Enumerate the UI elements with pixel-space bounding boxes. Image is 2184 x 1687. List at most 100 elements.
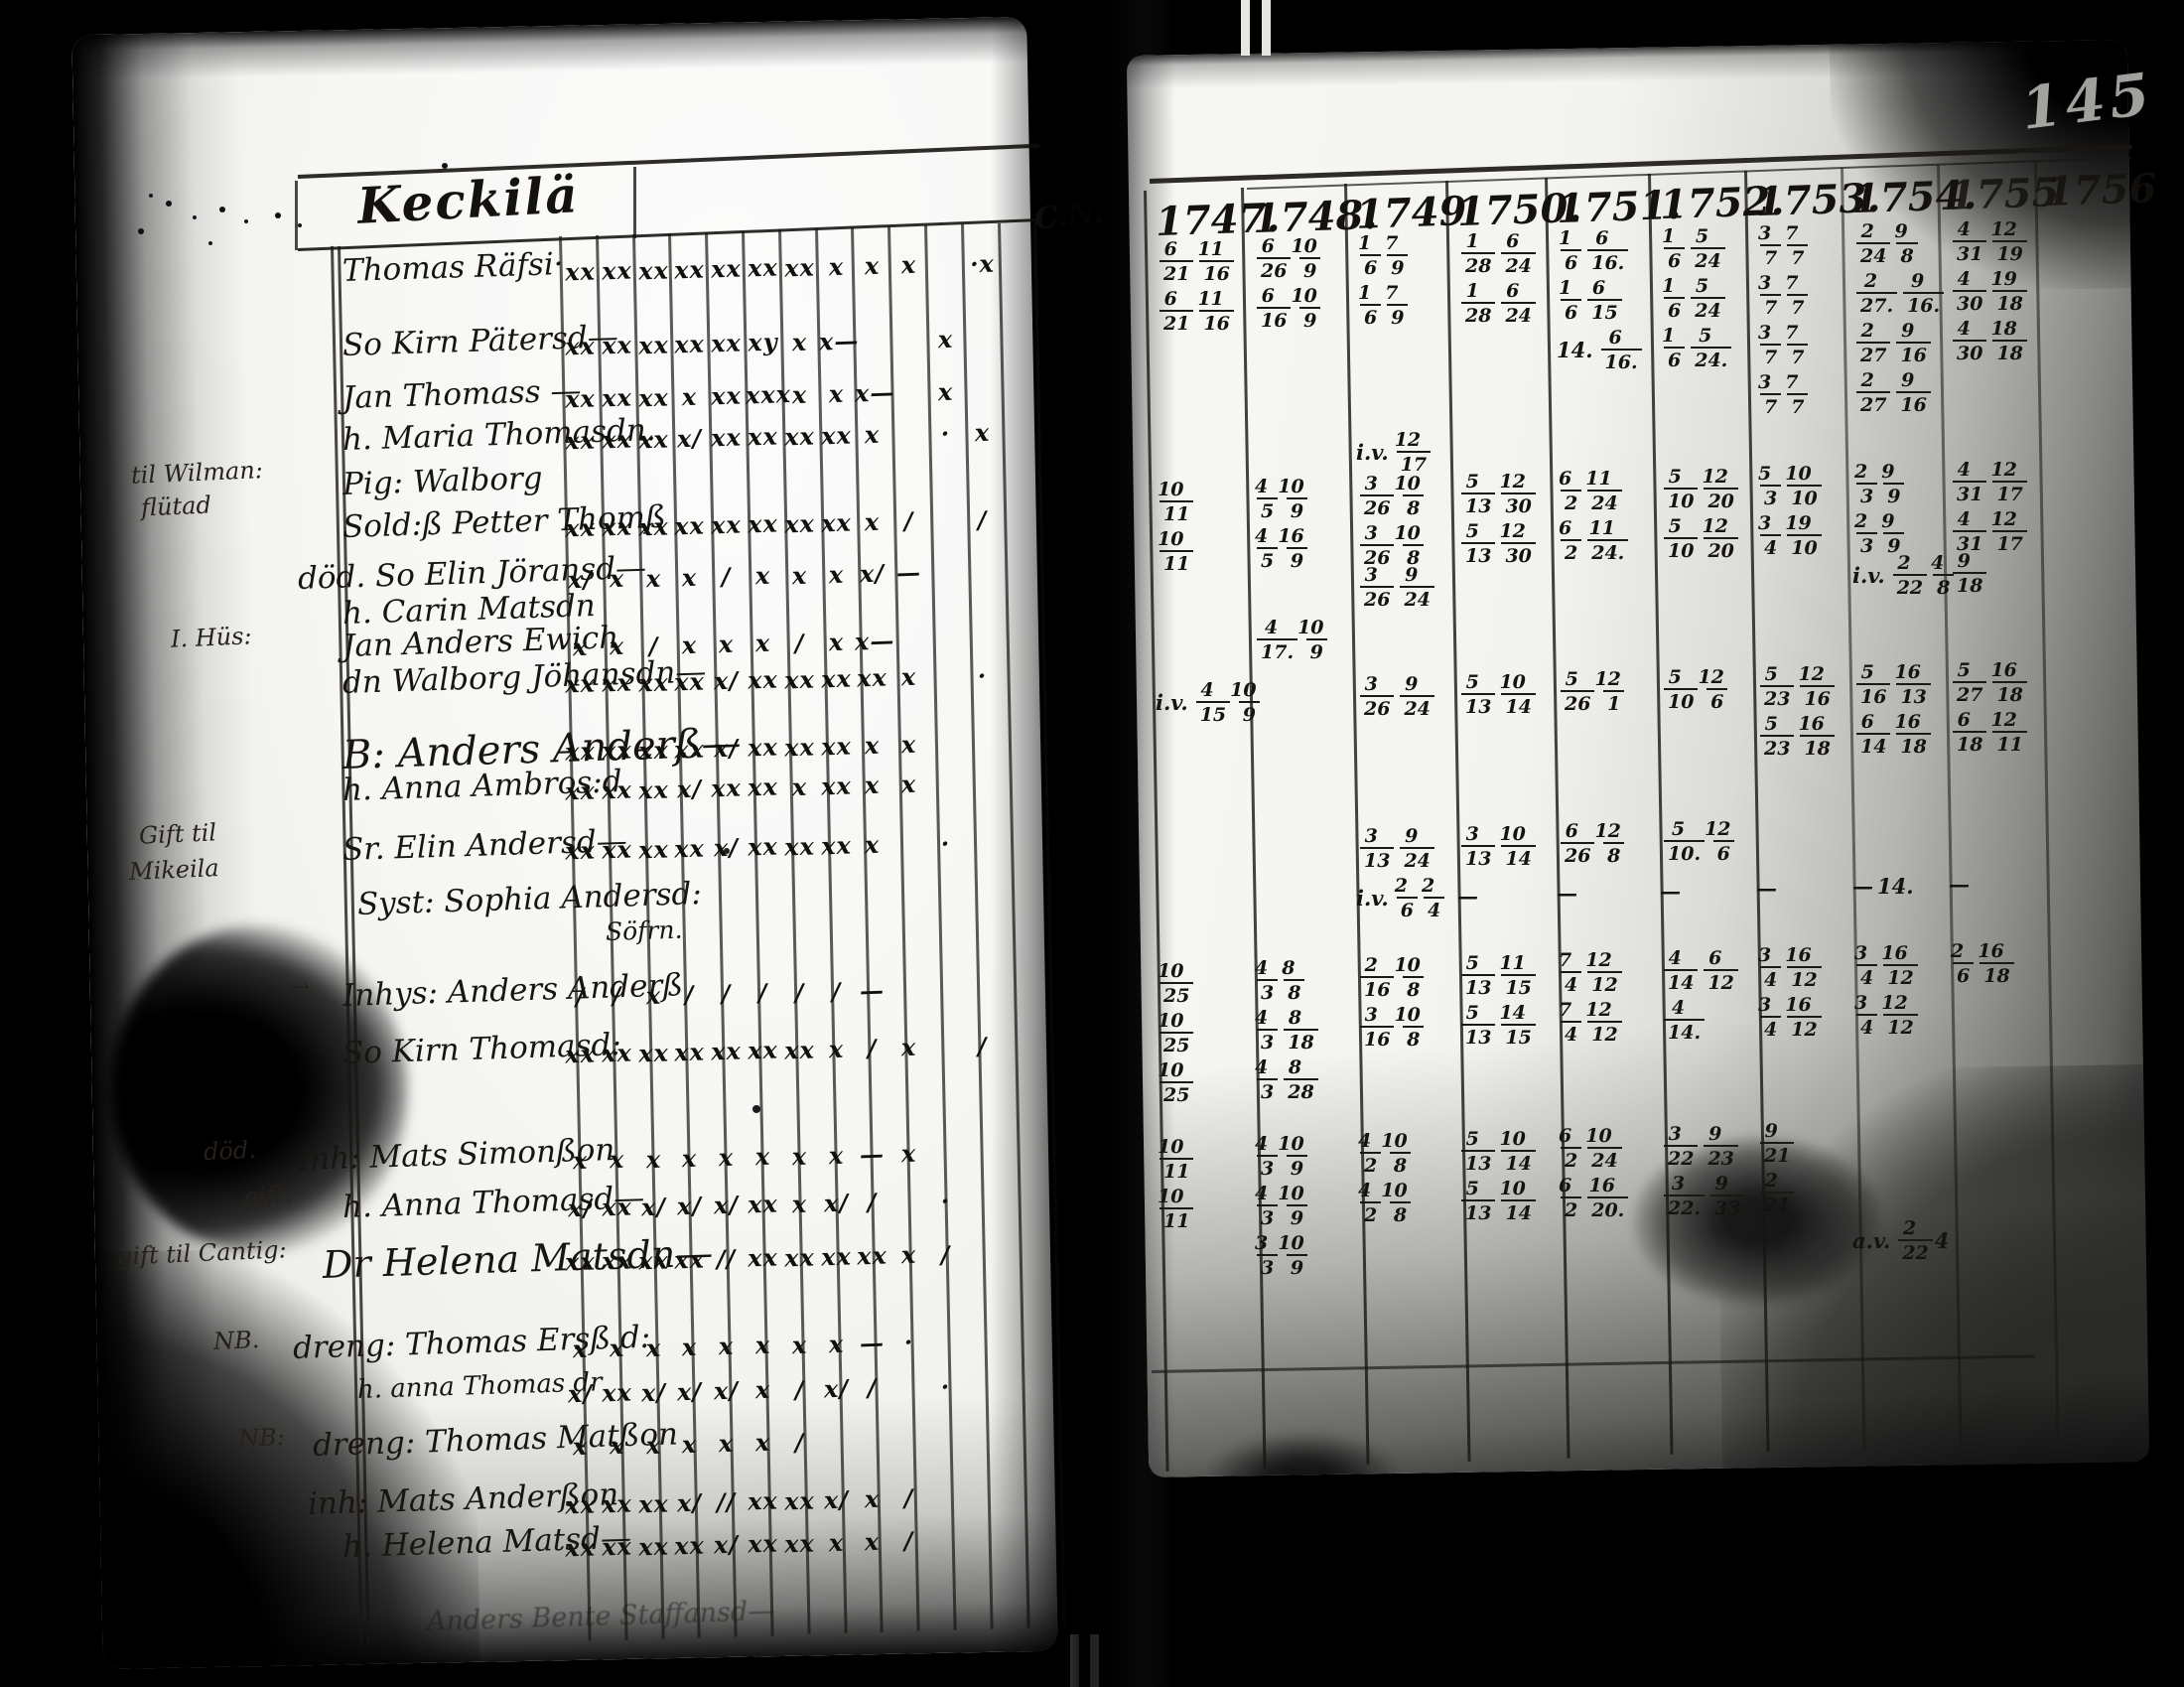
communion-mark: x — [644, 563, 662, 593]
fraction: 12 17 — [1989, 459, 2027, 505]
year-header: 1755 — [1948, 168, 2061, 219]
year-entry-cell: 5 13 10 14 5 13 10 14 — [1455, 1126, 1551, 1225]
year-entry-cell: 7 4 12 12 7 4 12 12 — [1555, 948, 1654, 1048]
entry-line: 4 30 19 18 — [1947, 266, 2040, 316]
communion-mark: xx — [564, 775, 597, 806]
note-text: i.v. — [1356, 886, 1389, 912]
communion-mark: x — [681, 1332, 699, 1362]
entry-line: 3 26 10 8 — [1354, 472, 1451, 521]
fraction: 10 9 — [1291, 235, 1321, 282]
entry-line: 5 13 10 14 — [1455, 1126, 1551, 1176]
year-entry-cell: 6 26 10 9 6 16 10 9 — [1251, 234, 1350, 334]
communion-mark: xx — [637, 1487, 669, 1519]
communion-mark: xx — [820, 663, 852, 694]
entry-line: 3 4 19 10 — [1754, 511, 1846, 561]
title-box-left-rule — [295, 181, 298, 250]
fraction: 6 21 — [1157, 238, 1194, 285]
fraction: 5 13 — [1458, 671, 1496, 718]
fraction: 16 18 — [1797, 713, 1835, 760]
entry-line: 3 16 10 8 — [1354, 1003, 1451, 1053]
communion-mark: / — [903, 506, 915, 536]
fraction: 10 11 — [1157, 479, 1194, 525]
entry-line: 3 22 9 23 — [1658, 1121, 1750, 1171]
entry-line: 3 26 9 24 — [1354, 563, 1451, 613]
entry-line: 4 3 10 9 — [1251, 1132, 1350, 1182]
communion-mark: xx — [637, 734, 669, 766]
communion-mark: / — [903, 1483, 915, 1513]
communion-mark: x/ — [676, 1487, 703, 1518]
margin-note: Mikeila — [128, 854, 220, 886]
note-text: — — [1457, 883, 1478, 909]
entry-line: 4 31 12 19 — [1947, 216, 2040, 266]
entry-line: 1 6 5 24 — [1658, 273, 1750, 323]
year-entry-cell: 2 24 9 8 2 27. 9 16. 2 27 9 16 2 27 9 16 — [1850, 218, 1945, 417]
communion-mark: x — [900, 1240, 917, 1270]
binding-edge-tick — [1090, 1634, 1099, 1687]
communion-mark: xx — [710, 328, 743, 358]
margin-note: til Wilman: — [130, 456, 264, 490]
communion-mark: xx — [747, 252, 779, 283]
fraction: 16 12 — [1784, 944, 1822, 991]
communion-mark: / — [757, 978, 768, 1008]
fraction: 3 22. — [1661, 1173, 1706, 1219]
year-entry-cell: 4 31 12 19 4 30 19 18 4 30 18 18 — [1947, 216, 2040, 365]
gutter-note: C.N. — [1032, 195, 1106, 237]
communion-mark: // — [716, 1243, 737, 1274]
communion-mark: x — [791, 1189, 808, 1218]
communion-mark: x — [937, 376, 954, 406]
fraction: 3 26 — [1357, 673, 1395, 720]
margin-note: I. Hüs: — [170, 622, 253, 653]
communion-mark: xx — [564, 383, 597, 414]
fraction: 11 16 — [1196, 288, 1234, 335]
fraction: 10 11 — [1157, 528, 1194, 575]
communion-mark: x — [974, 417, 991, 448]
entry-line: 6 26 12 8 — [1555, 819, 1654, 869]
communion-mark: xx — [601, 1377, 633, 1408]
note-text: — — [1660, 878, 1681, 904]
communion-mark: / — [976, 504, 988, 535]
fraction: 10 24 — [1584, 1125, 1622, 1172]
communion-mark: xx — [747, 1189, 779, 1219]
communion-mark: x/ — [859, 558, 886, 589]
year-entry-cell: 5 10 12 20 5 10 12 20 — [1658, 464, 1750, 563]
communion-mark: xx — [783, 1528, 816, 1559]
year-entry-cell: 3 26 10 8 3 26 10 8 — [1354, 472, 1451, 571]
fraction: 9 16 — [1893, 369, 1931, 416]
entry-line: 6 14 16 18 — [1850, 709, 1943, 759]
entry-line: 6 18 12 11 — [1947, 707, 2040, 757]
fraction: 10 8 — [1394, 473, 1425, 519]
entry-line: 9 21 — [1754, 1119, 1846, 1169]
entry-line: 3 26 10 8 — [1354, 521, 1451, 571]
year-entry-cell: 5 10 12 6 — [1658, 664, 1750, 714]
communion-mark: x — [644, 1144, 662, 1174]
communion-mark: xx — [564, 256, 597, 287]
entry-line — [1850, 811, 1943, 861]
entry-line: 3 4 16 12 — [1754, 993, 1846, 1043]
fraction: 9 23 — [1701, 1123, 1738, 1170]
communion-mark: xx — [601, 735, 633, 766]
entry-line: 10 11 — [1154, 1134, 1247, 1184]
fraction: 9 16. — [1900, 270, 1945, 317]
entry-line: 2 16 10 8 — [1354, 953, 1451, 1003]
communion-mark: x — [609, 1430, 625, 1461]
communion-mark: xx — [820, 507, 852, 538]
year-header: 1756 — [2045, 165, 2158, 216]
communion-mark: xx — [637, 423, 669, 455]
year-entry-cell: 4 31 12 17 4 31 12 17 — [1947, 457, 2040, 556]
fraction: 4 17. — [1254, 617, 1298, 663]
